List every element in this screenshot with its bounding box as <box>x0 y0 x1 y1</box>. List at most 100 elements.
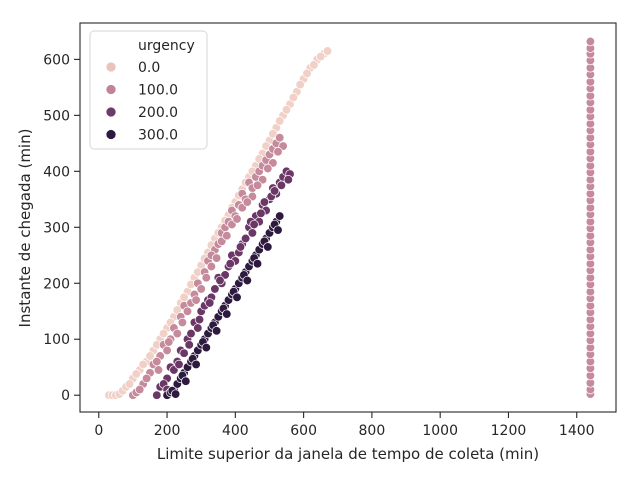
points-layer <box>104 36 596 400</box>
y-tick-label: 200 <box>43 276 70 292</box>
data-point <box>276 180 287 190</box>
data-point <box>211 326 222 336</box>
x-tick-label: 1200 <box>491 423 527 439</box>
legend-marker <box>105 129 117 140</box>
data-point <box>182 306 193 316</box>
legend-box <box>89 30 208 150</box>
data-point <box>273 147 283 157</box>
data-point <box>242 275 252 286</box>
x-tick-label: 600 <box>290 423 317 439</box>
legend-marker <box>105 106 117 118</box>
data-point <box>316 51 326 62</box>
y-axis-label: Instante de chegada (min) <box>16 129 34 328</box>
x-tick-label: 200 <box>154 423 181 439</box>
data-point <box>211 253 222 263</box>
data-point <box>135 384 145 395</box>
y-tick-label: 500 <box>43 108 70 124</box>
data-point <box>222 231 232 241</box>
data-point <box>152 356 162 367</box>
data-point <box>242 197 252 207</box>
data-point <box>179 292 189 302</box>
legend-title: urgency <box>138 38 195 54</box>
data-point <box>172 328 182 339</box>
data-point <box>164 337 174 347</box>
y-tick-label: 100 <box>43 332 70 348</box>
y-tick-label: 300 <box>43 220 70 236</box>
data-point <box>184 340 194 350</box>
data-point <box>259 197 270 207</box>
y-tick-label: 0 <box>61 388 70 404</box>
plot-frame <box>79 22 617 413</box>
data-point <box>162 345 172 356</box>
y-tick-label: 400 <box>43 164 70 180</box>
x-tick-label: 1400 <box>559 423 595 439</box>
data-point <box>240 233 251 244</box>
data-point <box>256 208 266 218</box>
data-point <box>174 359 184 370</box>
data-point <box>288 92 299 103</box>
data-point <box>275 116 285 126</box>
data-point <box>252 180 263 190</box>
x-tick-label: 0 <box>94 423 103 439</box>
data-point <box>275 133 285 143</box>
data-point <box>222 309 232 319</box>
axes-layer: 0 200 400 600 800 1000 1200 1400 0 100 200 300 400 50… <box>43 22 617 439</box>
x-tick-label: 800 <box>359 423 386 439</box>
data-point <box>273 225 283 235</box>
data-point <box>235 242 246 252</box>
data-point <box>158 328 169 339</box>
data-point <box>210 284 220 294</box>
x-tick-label: 1000 <box>422 423 458 439</box>
legend-label: 200.0 <box>138 105 178 121</box>
legend-marker <box>105 61 117 73</box>
legend-label: 0.0 <box>138 60 160 76</box>
data-point <box>181 376 191 386</box>
data-point <box>124 379 135 389</box>
data-point <box>263 242 273 252</box>
data-point <box>179 348 189 358</box>
data-point <box>206 261 217 272</box>
data-point <box>193 323 203 333</box>
data-point <box>145 351 155 361</box>
data-point <box>263 163 273 174</box>
data-point <box>194 314 205 325</box>
data-point <box>283 175 293 185</box>
data-point <box>295 79 305 90</box>
data-point <box>249 219 259 230</box>
data-point <box>322 46 333 56</box>
data-point <box>232 214 242 224</box>
data-point <box>191 359 201 370</box>
data-point <box>205 298 215 308</box>
data-point <box>196 284 206 294</box>
data-point <box>252 259 263 269</box>
data-point <box>275 211 285 221</box>
x-tick-label: 400 <box>222 423 249 439</box>
data-point <box>215 275 225 286</box>
x-axis-label: Limite superior da janela de tempo de co… <box>157 445 539 463</box>
data-point <box>302 68 312 79</box>
legend: urgency 0.0 100.0 200.0 300.0 <box>89 30 208 150</box>
data-point <box>138 359 148 370</box>
data-point <box>186 328 196 339</box>
data-point <box>309 60 319 70</box>
data-point <box>177 317 188 328</box>
data-point <box>281 105 292 115</box>
data-point <box>131 369 141 379</box>
data-point <box>201 273 211 283</box>
data-point <box>232 292 242 302</box>
data-point <box>269 186 280 196</box>
data-point <box>201 342 211 353</box>
data-point <box>141 373 152 384</box>
legend-marker <box>105 84 117 95</box>
data-point <box>585 36 596 47</box>
legend-label: 300.0 <box>138 128 178 144</box>
data-point <box>170 389 181 399</box>
data-point <box>191 295 201 305</box>
data-point <box>225 259 235 269</box>
data-point <box>153 365 164 375</box>
legend-label: 100.0 <box>138 83 178 99</box>
data-point <box>247 228 258 238</box>
data-point <box>152 390 162 400</box>
y-tick-label: 600 <box>43 52 70 68</box>
